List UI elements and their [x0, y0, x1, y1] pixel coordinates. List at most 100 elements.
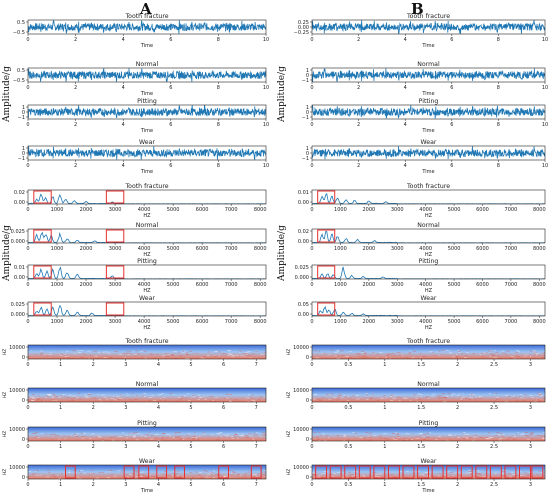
spectrogram-texture [147, 474, 151, 476]
spectrogram-texture [37, 399, 39, 401]
panel-frame [311, 264, 546, 280]
spectrogram-texture [466, 352, 469, 353]
panel-frame [311, 387, 546, 403]
y-tick-label: 10000 [293, 388, 309, 394]
spectrogram-texture [121, 353, 123, 355]
spectrogram-texture [134, 399, 138, 401]
spectrogram-texture [533, 351, 536, 352]
spectrogram-texture [515, 355, 519, 357]
panel-plot-area [28, 68, 266, 82]
panel-A-spec-normal: Normal 0 1 2 3 4 5 6 7 10000 0 HZ [2, 381, 267, 411]
spectrogram-texture [69, 400, 72, 402]
spectrogram-texture [540, 436, 545, 437]
spectrogram-texture [336, 355, 340, 357]
spectrogram-texture [243, 353, 248, 355]
x-tick-label: 7000 [225, 207, 238, 213]
spectrogram-texture [320, 473, 323, 475]
spectrogram-texture [524, 472, 528, 474]
spectrogram-texture [517, 351, 520, 352]
y-tick-label: −0.5 [13, 30, 25, 36]
spectrogram-texture [464, 435, 469, 437]
panel-title: Wear [421, 295, 437, 302]
spectrogram-texture [468, 398, 471, 400]
spectrogram-texture [49, 395, 51, 396]
spectrogram-texture [251, 399, 255, 401]
highlight-box [344, 465, 357, 479]
spectrogram-texture [524, 432, 529, 433]
spectrogram-texture [145, 433, 149, 435]
spectrogram-texture [225, 393, 230, 395]
spectrogram-texture [230, 436, 234, 437]
x-tick-label: 4000 [138, 246, 151, 252]
spectrogram-texture [400, 471, 403, 472]
panel-B-freq-pitting: Pitting 0 1000 2000 3000 4000 5000 6000 7000 8000… [295, 258, 546, 294]
spectrogram-texture [427, 473, 429, 475]
x-tick-label: 4000 [419, 246, 432, 252]
spectrogram-texture [463, 436, 465, 437]
spectrogram-texture [169, 393, 173, 394]
x-tick-label: 0 [310, 122, 313, 128]
x-tick-label: 1 [383, 482, 386, 488]
spectrogram-texture [314, 394, 317, 396]
spectrogram-texture [465, 436, 469, 438]
spectrogram-texture [36, 437, 40, 438]
spectrogram-texture [63, 435, 65, 437]
spectrogram-texture [543, 472, 545, 473]
spectrogram-texture [366, 393, 369, 395]
spectrogram-texture [45, 395, 50, 397]
panel-frame [27, 264, 267, 280]
x-tick-label: 0 [310, 282, 313, 288]
y-tick-label: 0.00 [14, 275, 25, 281]
spectrogram-texture [126, 477, 129, 478]
x-axis-label: HZ [143, 325, 151, 331]
spectrogram-texture [87, 397, 90, 399]
panel-plot-area [28, 427, 266, 441]
spectrogram-texture [489, 437, 492, 438]
highlight-box [373, 465, 386, 479]
x-tick-label: 3000 [109, 319, 122, 325]
y-tick-label: 0.025 [295, 265, 309, 271]
spectrogram-texture [330, 401, 335, 402]
spectrogram-texture [177, 474, 179, 476]
spectrogram-texture [172, 351, 177, 352]
spectrogram-texture [504, 400, 508, 402]
spectrogram-texture [66, 475, 68, 477]
highlight-box [218, 465, 230, 479]
spectrogram-texture [339, 397, 341, 399]
spectrogram-texture [192, 395, 194, 396]
spectrogram-texture [425, 473, 428, 475]
spectrogram-texture [477, 473, 481, 475]
spectrogram-texture [460, 397, 462, 399]
spectrogram-texture [537, 401, 540, 402]
spectrogram-texture [117, 470, 121, 472]
spectrogram-texture [185, 354, 190, 355]
spectrogram-texture [239, 352, 241, 354]
x-tick-label: 4 [122, 163, 125, 169]
spectrogram-texture [214, 355, 216, 356]
spectrogram-texture [126, 475, 129, 477]
x-tick-label: 1000 [51, 246, 64, 252]
spectrogram-texture [415, 437, 420, 439]
spectrogram-texture [108, 470, 113, 471]
spectrogram-texture [498, 439, 501, 441]
spectrogram-texture [471, 439, 476, 441]
panel-plot-area [312, 20, 545, 34]
spectrogram-texture [153, 400, 157, 401]
spectrogram-texture [202, 356, 206, 358]
spectrogram-texture [186, 434, 189, 436]
spectrogram-texture [195, 436, 198, 438]
spectrogram-texture [318, 400, 323, 401]
spectrogram-texture [32, 397, 37, 399]
spectrogram-texture [444, 349, 448, 351]
spectrogram-texture [142, 474, 146, 476]
y-axis-label: HZ [286, 392, 292, 398]
spectrum-line [312, 266, 545, 279]
spectrogram-texture [184, 350, 187, 352]
spectrogram-texture [31, 397, 35, 399]
highlight-box [519, 465, 531, 479]
panel-plot-area [28, 20, 266, 34]
spectrogram-texture [399, 477, 402, 479]
spectrogram-texture [355, 435, 358, 437]
